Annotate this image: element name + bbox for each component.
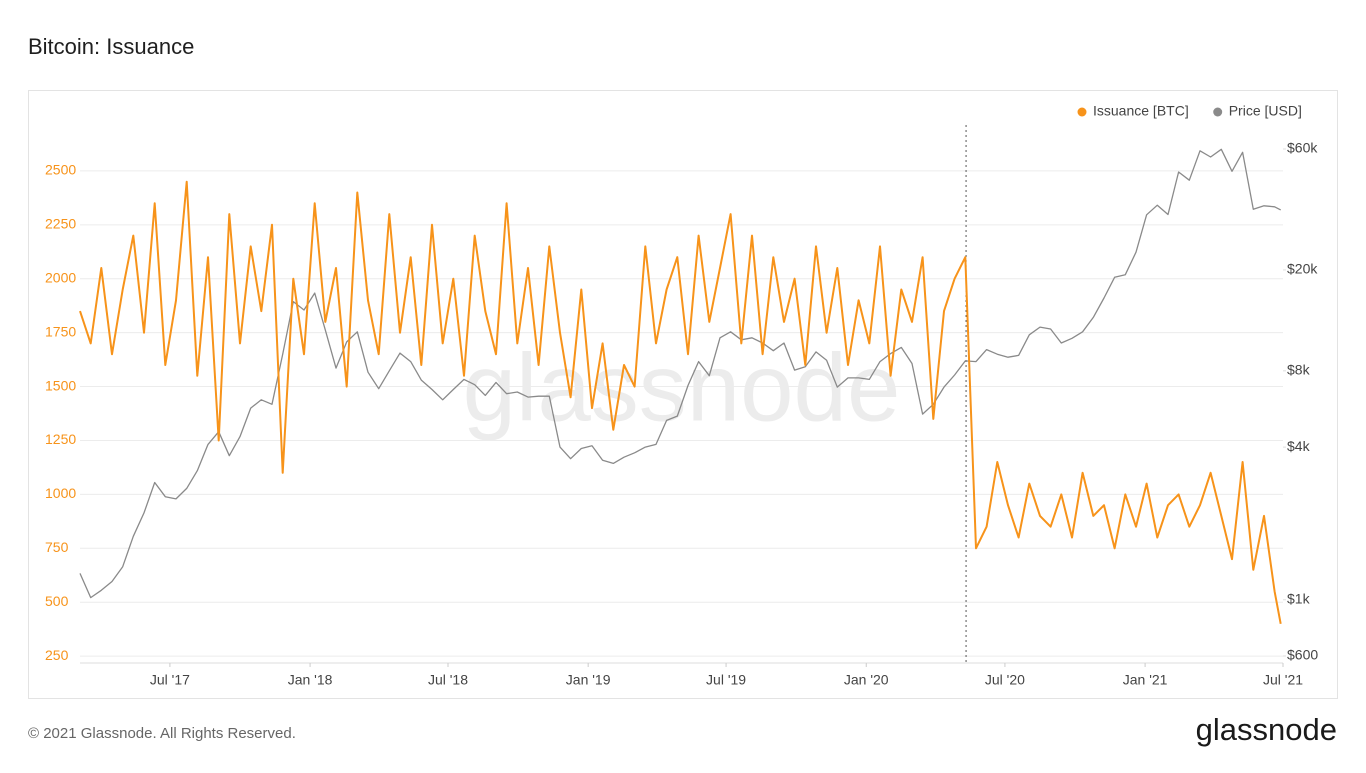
x-tick-label: Jul '18 <box>428 672 468 688</box>
y2-tick-label: $600 <box>1287 647 1318 663</box>
y2-tick-label: $8k <box>1287 362 1311 378</box>
x-tick-label: Jan '18 <box>288 672 333 688</box>
chart-frame <box>28 90 1338 699</box>
series-line <box>79 180 1282 624</box>
y2-tick-label: $20k <box>1287 261 1318 277</box>
y-tick-label: 750 <box>45 539 69 555</box>
legend-label: Price [USD] <box>1229 103 1302 119</box>
x-tick-label: Jul '19 <box>706 672 746 688</box>
y-tick-label: 500 <box>45 593 69 609</box>
x-tick-label: Jan '19 <box>566 672 611 688</box>
watermark: glassnode <box>463 334 901 441</box>
y-tick-label: 250 <box>45 647 69 663</box>
series-line <box>79 148 1281 599</box>
legend-label: Issuance [BTC] <box>1093 103 1189 119</box>
y2-tick-label: $4k <box>1287 438 1311 454</box>
copyright: © 2021 Glassnode. All Rights Reserved. <box>28 725 296 742</box>
x-tick-label: Jul '21 <box>1263 672 1303 688</box>
y-tick-label: 1750 <box>45 323 76 339</box>
legend-swatch <box>1077 107 1087 117</box>
chart-title: Bitcoin: Issuance <box>28 34 194 59</box>
legend-swatch <box>1213 107 1223 117</box>
y-tick-label: 1500 <box>45 377 76 393</box>
y-tick-label: 1000 <box>45 485 76 501</box>
y-tick-label: 2500 <box>45 162 76 178</box>
y-tick-label: 1250 <box>45 431 76 447</box>
logo: glassnode <box>1196 712 1337 747</box>
x-tick-label: Jul '20 <box>985 672 1025 688</box>
x-tick-label: Jul '17 <box>150 672 190 688</box>
x-tick-label: Jan '20 <box>844 672 889 688</box>
x-tick-label: Jan '21 <box>1123 672 1168 688</box>
y2-tick-label: $60k <box>1287 140 1318 156</box>
y-tick-label: 2000 <box>45 269 76 285</box>
y-tick-label: 2250 <box>45 216 76 232</box>
y2-tick-label: $1k <box>1287 590 1311 606</box>
